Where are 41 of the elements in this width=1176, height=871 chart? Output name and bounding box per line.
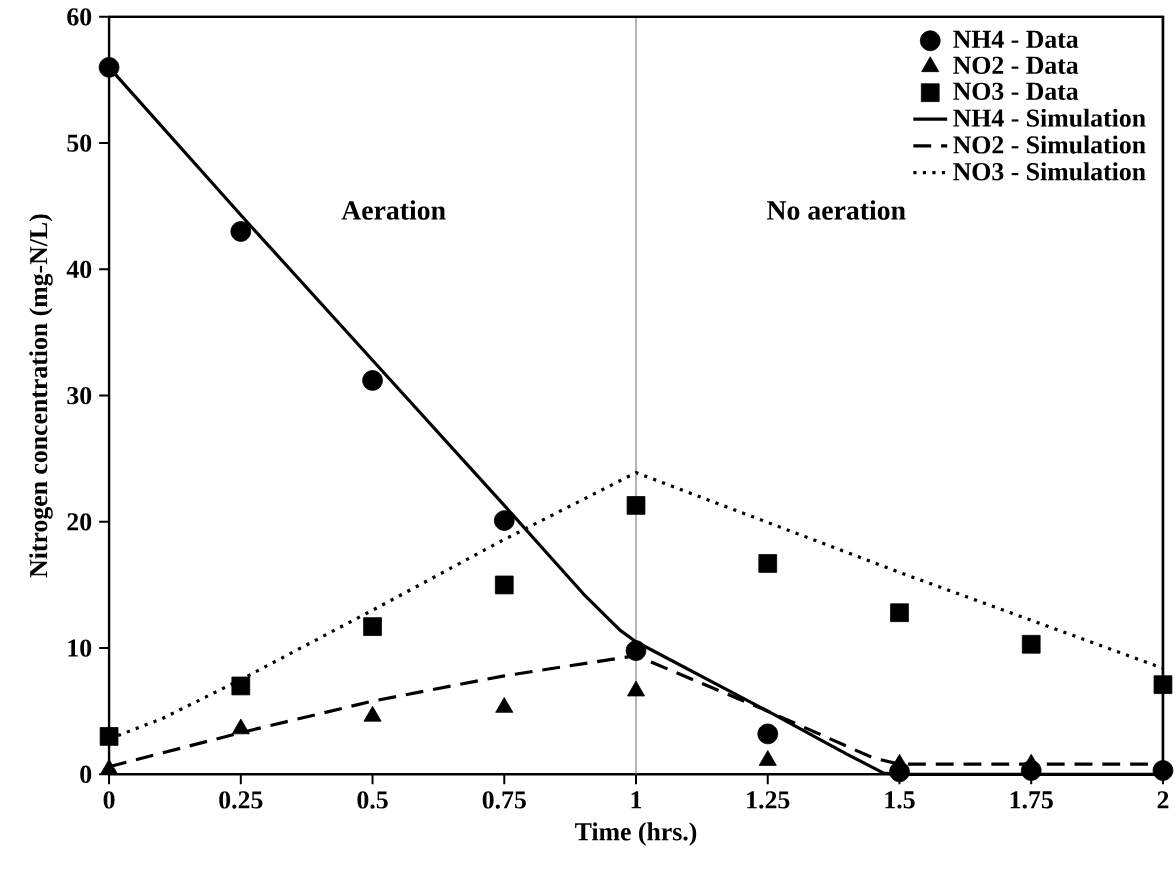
y-tick-label: 50 xyxy=(67,134,92,152)
point xyxy=(758,553,778,573)
annotation: Aeration xyxy=(341,199,446,220)
y-axis-title: Nitrogen concentration (mg-N/L) xyxy=(29,214,53,578)
x-tick-label: 1.25 xyxy=(747,790,790,809)
point xyxy=(363,617,382,636)
legend-label: NH4 - Data xyxy=(953,30,1079,48)
x-tick-label: 0.75 xyxy=(482,791,526,809)
legend-label: NO3 - Data xyxy=(953,82,1079,100)
y-tick-label: 0 xyxy=(80,765,92,783)
y-tick-label: 60 xyxy=(67,7,92,26)
point xyxy=(1021,634,1041,654)
point xyxy=(231,676,251,696)
x-tick-label: 1.75 xyxy=(1010,791,1053,809)
point xyxy=(99,726,119,746)
legend-label: NH4 - Simulation xyxy=(953,108,1146,127)
x-tick-label: 1.5 xyxy=(885,791,915,809)
y-tick-label: 40 xyxy=(66,260,92,278)
x-tick-label: 0.5 xyxy=(357,791,388,809)
x-axis-title: Time (hrs.) xyxy=(575,822,697,846)
legend-label: NO2 - Data xyxy=(953,56,1079,74)
y-tick-label: 30 xyxy=(67,386,92,405)
annotation: No aeration xyxy=(767,199,906,220)
x-tick-label: 0 xyxy=(103,791,115,809)
point xyxy=(98,56,120,78)
point xyxy=(625,640,647,661)
point xyxy=(494,575,514,595)
point xyxy=(493,510,515,531)
point xyxy=(626,495,646,515)
x-tick-label: 2 xyxy=(1157,790,1169,809)
point xyxy=(1153,675,1173,694)
point xyxy=(890,603,909,622)
legend-label: NO2 - Simulation xyxy=(953,135,1146,154)
point xyxy=(362,369,383,391)
x-tick-label: 1 xyxy=(631,791,642,809)
point xyxy=(230,220,252,242)
y-tick-label: 20 xyxy=(67,512,92,531)
point xyxy=(757,723,779,744)
x-tick-label: 0.25 xyxy=(219,791,263,809)
y-tick-label: 10 xyxy=(68,639,92,657)
legend-label: NO3 - Simulation xyxy=(953,162,1146,181)
